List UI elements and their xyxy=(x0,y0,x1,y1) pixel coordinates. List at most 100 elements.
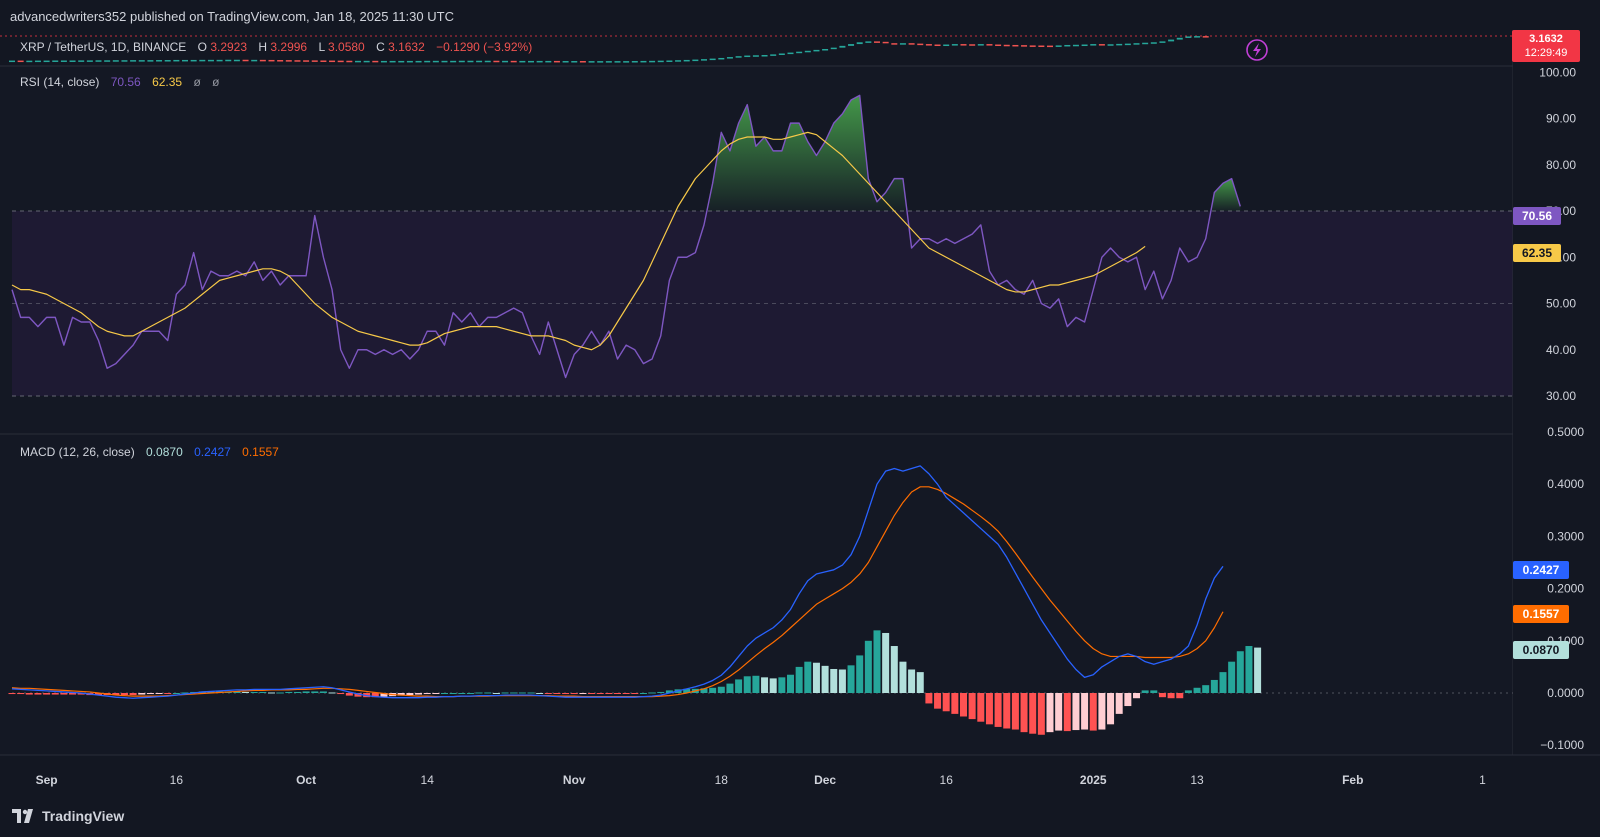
price-candle[interactable] xyxy=(112,60,119,62)
histogram-bar[interactable] xyxy=(8,693,16,695)
price-candle[interactable] xyxy=(259,59,266,62)
price-candle[interactable] xyxy=(943,44,950,47)
price-candle[interactable] xyxy=(277,60,284,62)
price-candle[interactable] xyxy=(718,57,725,60)
price-candle[interactable] xyxy=(355,60,361,63)
price-candle[interactable] xyxy=(346,60,353,63)
price-candle[interactable] xyxy=(17,60,24,63)
price-candle[interactable] xyxy=(614,61,621,63)
price-candle[interactable] xyxy=(86,60,93,62)
price-candle[interactable] xyxy=(268,59,275,62)
price-candle[interactable] xyxy=(899,43,906,45)
price-candle[interactable] xyxy=(778,53,785,55)
histogram-bar[interactable] xyxy=(259,691,267,693)
price-candle[interactable] xyxy=(432,60,439,63)
histogram-bar[interactable] xyxy=(501,692,509,694)
histogram-bar[interactable] xyxy=(588,693,596,694)
price-candle[interactable] xyxy=(995,44,1002,47)
histogram-bar[interactable] xyxy=(778,677,786,693)
histogram-bar[interactable] xyxy=(250,691,258,693)
price-candle[interactable] xyxy=(761,55,768,57)
price-candle[interactable] xyxy=(675,60,682,62)
price-candle[interactable] xyxy=(233,59,240,62)
histogram-bar[interactable] xyxy=(1063,693,1071,732)
price-candle[interactable] xyxy=(1012,44,1019,47)
histogram-bar[interactable] xyxy=(1193,687,1201,693)
histogram-bar[interactable] xyxy=(916,672,924,693)
price-candle[interactable] xyxy=(891,43,898,45)
histogram-bar[interactable] xyxy=(994,693,1002,727)
histogram-bar[interactable] xyxy=(406,693,414,696)
price-candle[interactable] xyxy=(848,44,855,46)
price-candle[interactable] xyxy=(450,60,457,63)
histogram-bar[interactable] xyxy=(925,693,933,704)
histogram-bar[interactable] xyxy=(34,693,42,695)
price-candle[interactable] xyxy=(804,50,811,53)
histogram-bar[interactable] xyxy=(1133,693,1140,699)
histogram-bar[interactable] xyxy=(146,693,154,695)
price-candle[interactable] xyxy=(787,52,794,55)
price-candle[interactable] xyxy=(1098,44,1105,46)
histogram-bar[interactable] xyxy=(510,692,518,694)
price-candle[interactable] xyxy=(9,60,15,63)
price-candle[interactable] xyxy=(683,59,690,62)
price-candle[interactable] xyxy=(1142,42,1149,45)
histogram-bar[interactable] xyxy=(155,693,163,694)
price-candle[interactable] xyxy=(856,42,863,45)
histogram-bar[interactable] xyxy=(380,693,388,697)
price-candle[interactable] xyxy=(631,61,638,63)
price-candle[interactable] xyxy=(69,60,76,62)
histogram-bar[interactable] xyxy=(397,693,405,696)
histogram-bar[interactable] xyxy=(1245,646,1253,693)
price-candle[interactable] xyxy=(242,59,249,62)
price-candle[interactable] xyxy=(294,60,301,62)
price-candle[interactable] xyxy=(398,60,405,63)
histogram-bar[interactable] xyxy=(968,693,976,720)
histogram-bar[interactable] xyxy=(302,691,310,693)
price-candle[interactable] xyxy=(536,60,543,63)
price-candle[interactable] xyxy=(26,60,33,63)
price-candle[interactable] xyxy=(951,44,958,46)
histogram-bar[interactable] xyxy=(536,693,544,694)
histogram-bar[interactable] xyxy=(631,693,639,694)
histogram-bar[interactable] xyxy=(553,693,561,694)
price-candle[interactable] xyxy=(52,60,59,62)
price-candle[interactable] xyxy=(415,60,422,63)
rsi-pane[interactable] xyxy=(11,94,1241,379)
price-candle[interactable] xyxy=(1003,44,1010,47)
histogram-bar[interactable] xyxy=(812,662,820,693)
price-candle[interactable] xyxy=(1047,45,1053,48)
histogram-bar[interactable] xyxy=(181,692,189,694)
histogram-bar[interactable] xyxy=(614,693,621,694)
price-candle[interactable] xyxy=(1081,44,1088,47)
histogram-bar[interactable] xyxy=(769,678,777,693)
price-candle[interactable] xyxy=(666,60,673,62)
histogram-bar[interactable] xyxy=(1115,693,1123,714)
price-candle[interactable] xyxy=(130,60,137,62)
histogram-bar[interactable] xyxy=(43,693,51,695)
tradingview-brand[interactable]: TradingView xyxy=(12,808,124,824)
histogram-bar[interactable] xyxy=(60,693,68,695)
histogram-bar[interactable] xyxy=(700,688,708,693)
price-candle[interactable] xyxy=(285,60,292,62)
histogram-bar[interactable] xyxy=(579,693,587,694)
price-candle[interactable] xyxy=(1194,36,1201,38)
histogram-bar[interactable] xyxy=(233,691,241,693)
price-candle[interactable] xyxy=(744,55,751,58)
price-candle[interactable] xyxy=(441,60,448,63)
histogram-bar[interactable] xyxy=(882,632,890,693)
histogram-bar[interactable] xyxy=(761,677,769,693)
price-candle[interactable] xyxy=(458,60,465,63)
histogram-bar[interactable] xyxy=(934,693,942,709)
price-candle[interactable] xyxy=(380,60,387,63)
price-candle[interactable] xyxy=(692,59,699,62)
histogram-bar[interactable] xyxy=(17,693,25,695)
histogram-bar[interactable] xyxy=(596,693,604,694)
histogram-bar[interactable] xyxy=(25,693,33,695)
histogram-bar[interactable] xyxy=(864,640,872,693)
histogram-bar[interactable] xyxy=(1150,690,1158,693)
price-candle[interactable] xyxy=(1064,44,1071,47)
price-candle[interactable] xyxy=(484,60,491,63)
price-candle[interactable] xyxy=(553,60,560,63)
price-candle[interactable] xyxy=(34,60,41,63)
